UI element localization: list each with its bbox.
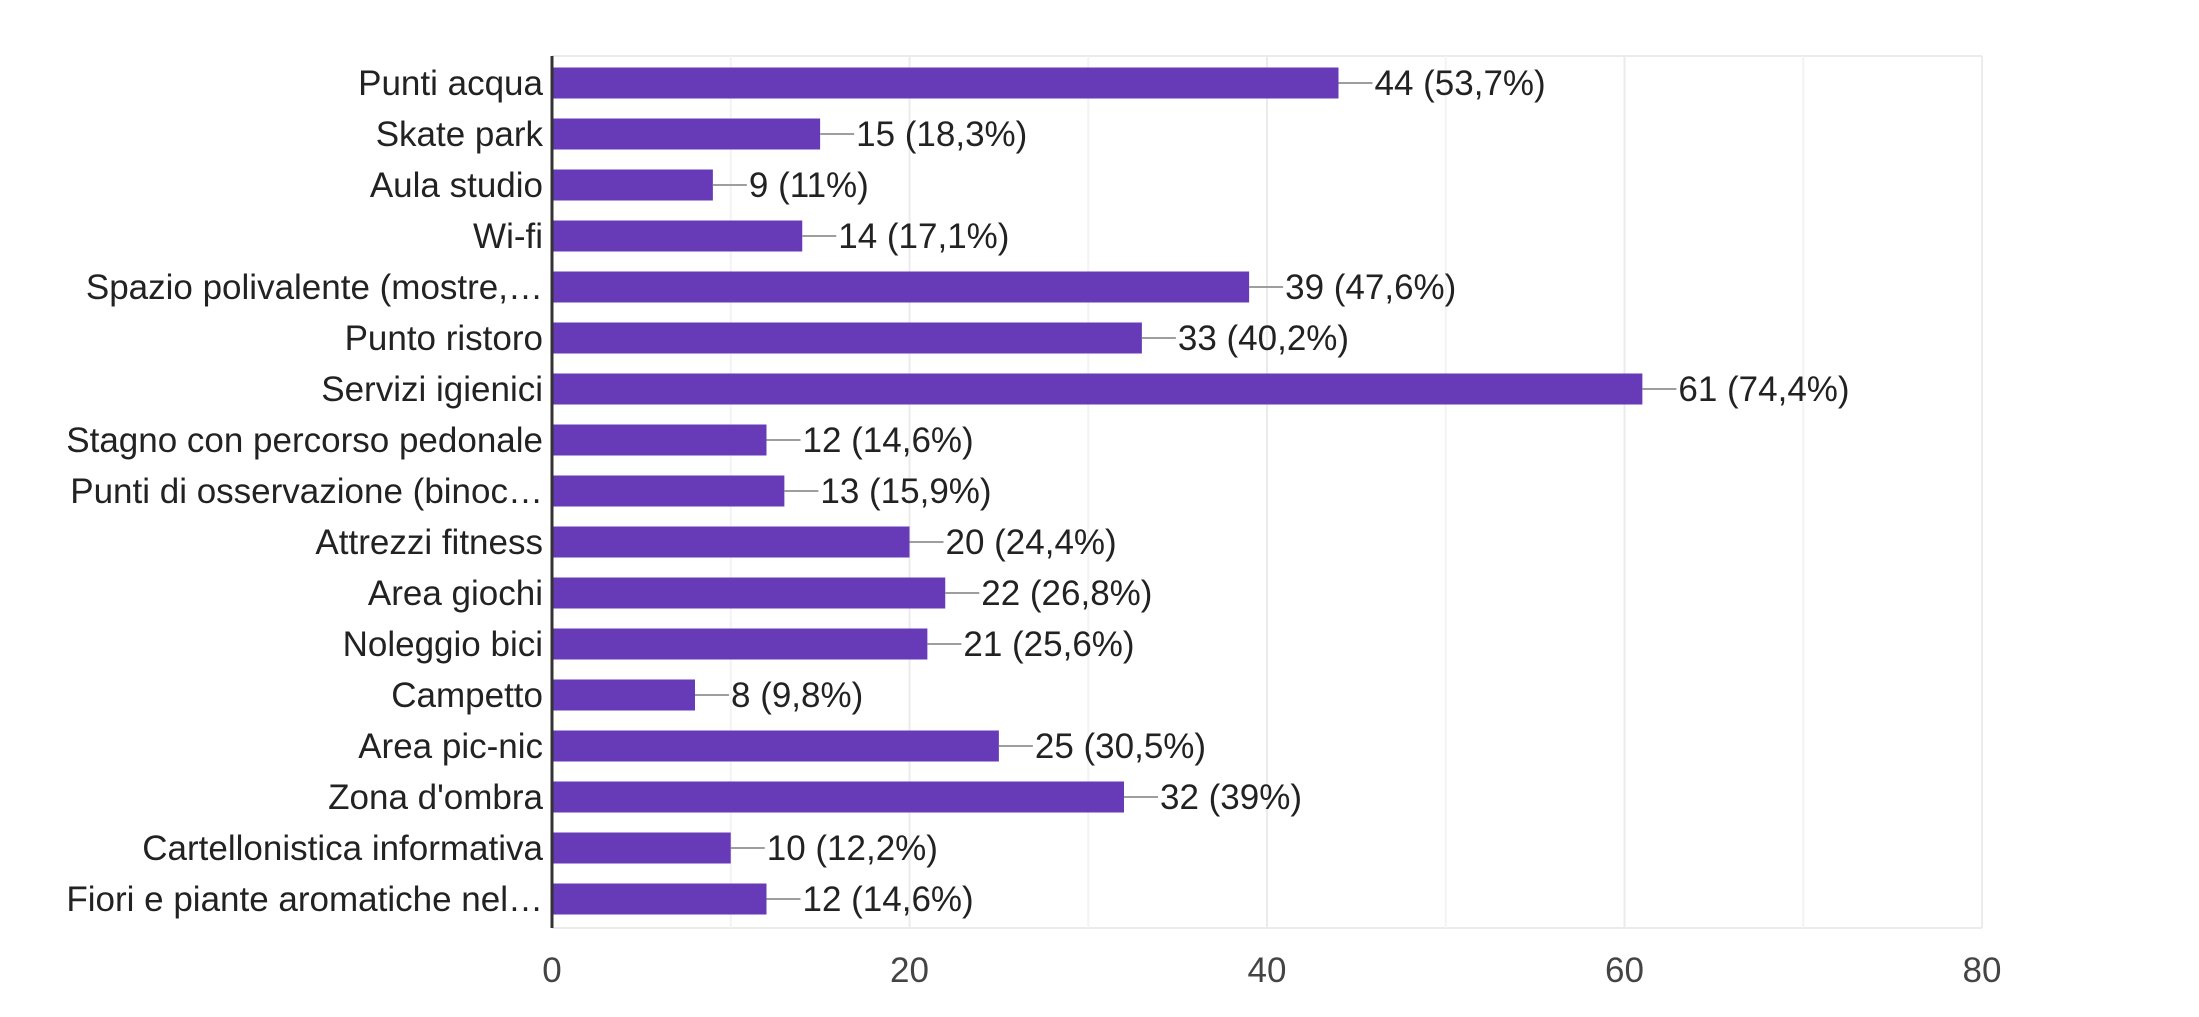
category-label: Servizi igienici [321,370,543,409]
bar [552,220,803,252]
data-label: 61 (74,4%) [1678,370,1849,409]
category-label: Aula studio [370,166,543,205]
data-label: 20 (24,4%) [946,523,1117,562]
category-label: Area pic-nic [358,727,543,766]
bar [552,832,731,864]
category-label-layer: Punti acqua Skate park Aula studio Wi-fi Spa… [66,64,543,919]
data-label: 22 (26,8%) [981,574,1152,613]
category-label: Campetto [391,676,543,715]
category-label: Stagno con percorso pedonale [66,421,543,460]
bar [552,67,1339,99]
data-label-layer: 44 (53,7%) 15 (18,3%) 9 (11%) 14 (17,1%) 39 … [695,64,1850,919]
x-tick-label: 40 [1248,951,1287,990]
data-label: 12 (14,6%) [803,880,974,919]
bar [552,271,1250,303]
data-label: 44 (53,7%) [1375,64,1546,103]
data-label: 14 (17,1%) [838,217,1009,256]
bar [552,118,821,150]
category-label: Punto ristoro [345,319,543,358]
bar [552,730,999,762]
category-label: Spazio polivalente (mostre,… [86,268,543,307]
bar [552,475,785,507]
data-label: 32 (39%) [1160,778,1302,817]
x-tick-label: 60 [1605,951,1644,990]
x-tick-label: 80 [1963,951,2002,990]
bar [552,883,767,915]
grid-layer [552,55,1983,929]
data-label: 10 (12,2%) [767,829,938,868]
category-label: Wi-fi [473,217,543,256]
x-tick-label: 20 [890,951,929,990]
data-label: 33 (40,2%) [1178,319,1349,358]
data-label: 8 (9,8%) [731,676,863,715]
bar [552,373,1643,405]
bar [552,781,1124,813]
category-label: Area giochi [368,574,543,613]
category-label: Fiori e piante aromatiche nel… [66,880,543,919]
bar [552,679,695,711]
category-label: Attrezzi fitness [315,523,543,562]
bar [552,169,713,201]
data-label: 12 (14,6%) [803,421,974,460]
bar [552,424,767,456]
bar-layer [552,67,1643,915]
category-label: Zona d'ombra [328,778,543,817]
bar [552,577,946,609]
tick-label-layer: 0 20 40 60 80 [542,951,2001,990]
data-label: 21 (25,6%) [963,625,1134,664]
bar [552,322,1142,354]
category-label: Punti di osservazione (binoc… [70,472,543,511]
data-label: 25 (30,5%) [1035,727,1206,766]
x-tick-label: 0 [542,951,561,990]
category-label: Skate park [376,115,544,154]
data-label: 13 (15,9%) [820,472,991,511]
bar [552,628,928,660]
category-label: Noleggio bici [343,625,543,664]
data-label: 15 (18,3%) [856,115,1027,154]
category-label: Punti acqua [358,64,543,103]
data-label: 9 (11%) [749,166,869,205]
data-label: 39 (47,6%) [1285,268,1456,307]
bar [552,526,910,558]
category-label: Cartellonistica informativa [142,829,543,868]
